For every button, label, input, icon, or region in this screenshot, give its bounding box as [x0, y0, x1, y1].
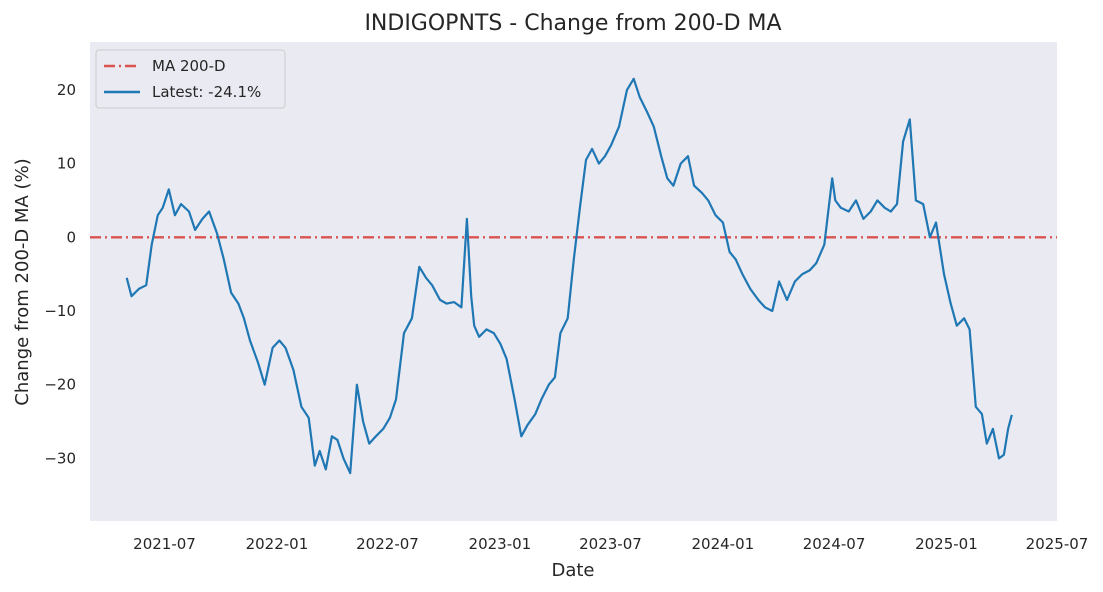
x-tick-label: 2023-07: [579, 535, 642, 553]
y-tick-label: 0: [66, 228, 76, 246]
x-tick-label: 2022-01: [246, 535, 309, 553]
chart-title: INDIGOPNTS - Change from 200-D MA: [364, 11, 781, 36]
series-line-latest: [125, 77, 1013, 475]
x-axis-ticks: 2021-07 2022-01 2022-07 2023-01 2023-07 2024-…: [133, 535, 1088, 553]
x-tick-label: 2023-01: [469, 535, 532, 553]
y-axis-label: Change from 200-D MA (%): [12, 158, 33, 405]
y-axis-ticks: −30 −20 −10 0 10 20: [44, 81, 76, 467]
plot-area-background: [90, 42, 1057, 521]
y-tick-label: −30: [44, 449, 76, 467]
x-tick-label: 2025-07: [1026, 535, 1089, 553]
x-tick-label: 2022-07: [356, 535, 419, 553]
y-tick-label: −20: [44, 376, 76, 394]
legend-box: [95, 49, 286, 109]
y-tick-label: 10: [57, 155, 76, 173]
y-tick-label: −10: [44, 302, 76, 320]
legend-label-ma: MA 200-D: [152, 57, 226, 75]
x-axis-label: Date: [551, 560, 594, 581]
x-tick-label: 2025-01: [915, 535, 978, 553]
legend: MA 200-D Latest: -24.1%: [95, 49, 286, 109]
x-tick-label: 2024-07: [803, 535, 866, 553]
y-tick-label: 20: [57, 81, 76, 99]
x-tick-label: 2024-01: [692, 535, 755, 553]
legend-label-latest: Latest: -24.1%: [152, 83, 261, 101]
x-tick-label: 2021-07: [133, 535, 196, 553]
